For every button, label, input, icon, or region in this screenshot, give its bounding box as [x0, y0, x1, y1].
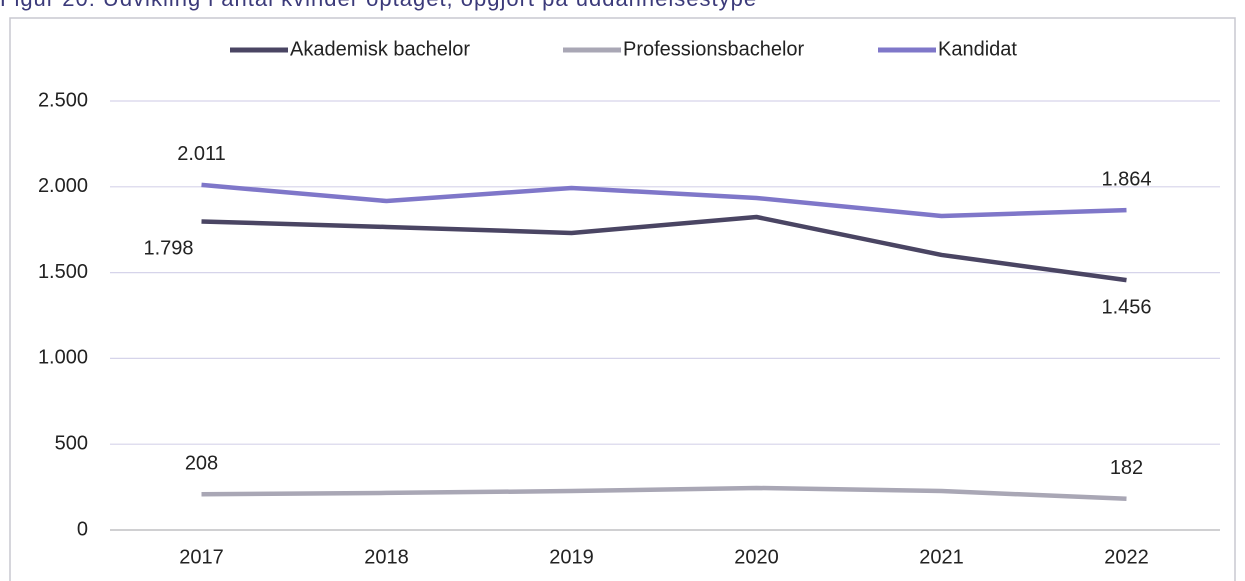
y-tick-label: 2.000	[38, 175, 88, 197]
data-label: 208	[185, 453, 218, 475]
data-label: 2.011	[177, 143, 226, 165]
data-label: 1.456	[1101, 296, 1151, 318]
chart-frame	[9, 17, 1236, 581]
y-tick-label: 0	[77, 518, 88, 540]
x-tick-label: 2018	[364, 546, 409, 568]
x-tick-label: 2017	[179, 546, 224, 568]
series-line	[201, 485, 1127, 502]
data-label: 1.798	[143, 238, 193, 260]
chart-title: Figur 20: Udvikling i antal kvinder opta…	[0, 0, 757, 11]
series-line	[201, 182, 1127, 219]
x-tick-label: 2020	[734, 546, 779, 568]
y-tick-label: 1.000	[38, 347, 88, 369]
x-tick-label: 2022	[1104, 546, 1149, 568]
y-tick-label: 500	[55, 432, 88, 454]
legend-label: Akademisk bachelor	[290, 38, 470, 60]
y-tick-label: 1.500	[38, 261, 88, 283]
x-tick-label: 2021	[919, 546, 964, 568]
series-line	[201, 214, 1127, 283]
y-tick-label: 2.500	[38, 89, 88, 111]
data-label: 182	[1110, 457, 1143, 479]
data-label: 1.864	[1101, 168, 1151, 190]
legend-label: Professionsbachelor	[623, 38, 805, 60]
legend-label: Kandidat	[938, 38, 1017, 60]
x-tick-label: 2019	[549, 546, 594, 568]
